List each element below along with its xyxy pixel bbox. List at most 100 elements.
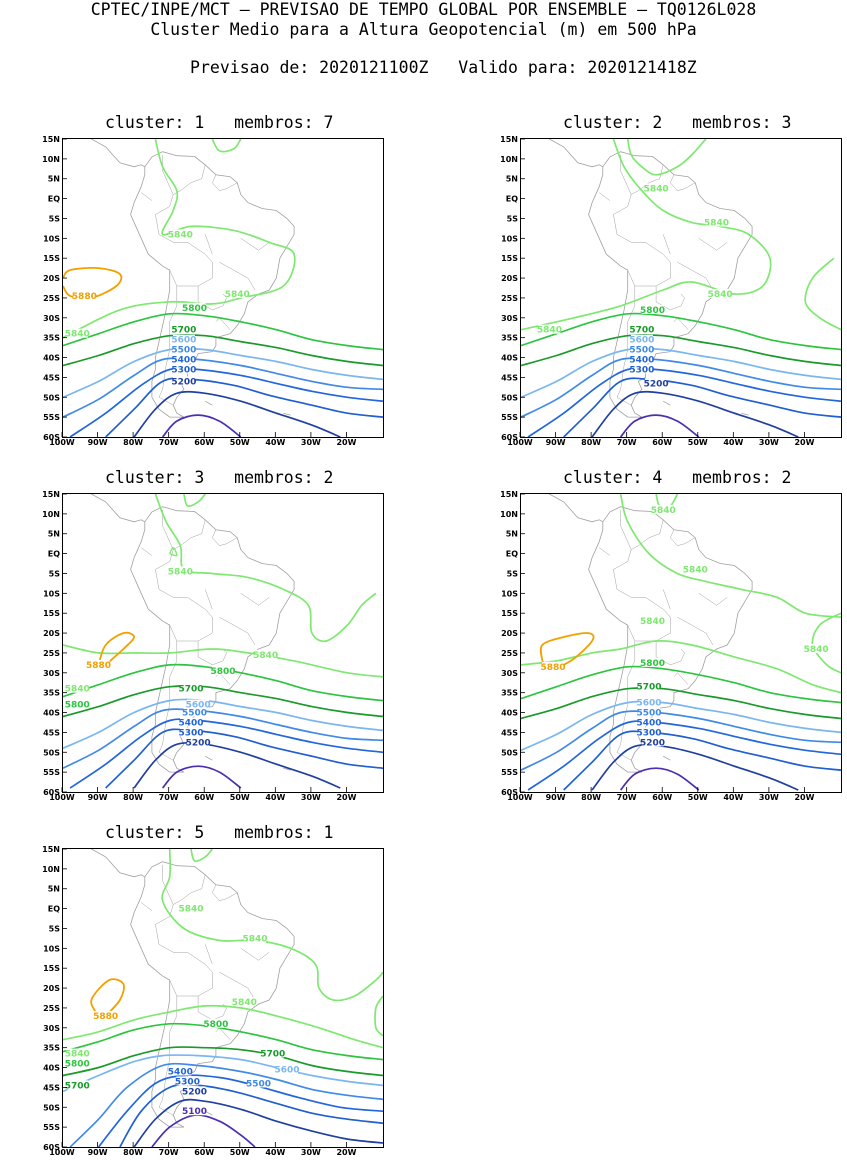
contour-5700: [521, 686, 841, 720]
contour-label: 5200: [644, 379, 669, 389]
lat-tick-label: 15N: [42, 135, 60, 144]
lat-tick-label: EQ: [48, 905, 60, 914]
lon-tick-label: 20W: [794, 438, 814, 447]
lat-tick-label: 40S: [501, 354, 518, 363]
contour-label: 5500: [629, 346, 654, 356]
contour-label: 5880: [540, 663, 565, 673]
lat-tick-label: 55S: [501, 768, 518, 777]
lon-tick-label: 30W: [301, 793, 321, 802]
lat-tick-label: 50S: [43, 393, 60, 402]
contour-label: 5840: [168, 230, 193, 240]
country-border: [197, 996, 227, 1021]
country-border: [677, 616, 714, 646]
country-border: [662, 234, 671, 255]
contour-5200: [133, 1098, 383, 1147]
lon-tick-label: 40W: [265, 438, 285, 447]
contour-label: 5600: [186, 701, 211, 711]
lat-tick-label: 45S: [43, 1083, 60, 1092]
lon-tick-label: 80W: [123, 793, 143, 802]
label-bg: [183, 707, 206, 717]
contour-label: 5500: [246, 1079, 271, 1089]
contour-5840: [63, 644, 383, 678]
lat-tick-label: 50S: [501, 393, 518, 402]
country-border: [162, 864, 174, 905]
country-border: [158, 641, 178, 761]
lon-tick-label: 20W: [794, 793, 814, 802]
lat-tick-label: EQ: [506, 195, 518, 204]
label-bg: [805, 643, 828, 653]
panel-title: cluster: 4 membros: 2: [563, 468, 792, 487]
lon-tick-label: 40W: [265, 1148, 285, 1157]
central-america-coast: [90, 139, 145, 168]
contour-5300: [563, 377, 841, 437]
lat-tick-label: 15S: [43, 609, 60, 618]
contour-5200: [133, 390, 341, 437]
lat-tick-label: 15N: [42, 845, 60, 854]
label-bg: [630, 354, 653, 364]
contour-label: 5200: [182, 1087, 207, 1097]
lat-tick-label: 25S: [501, 294, 518, 303]
lon-tick-label: 50W: [230, 793, 250, 802]
label-bg: [641, 657, 664, 667]
label-bg: [652, 504, 675, 514]
lat-tick-label: 5N: [48, 885, 60, 894]
lon-tick-label: 40W: [265, 793, 285, 802]
contour-label: 5880: [72, 292, 97, 302]
contour-label: 5400: [629, 356, 654, 366]
lat-tick-label: 10S: [501, 589, 518, 598]
country-border: [599, 192, 611, 201]
panel-title: cluster: 1 membros: 7: [105, 113, 334, 132]
lat-tick-label: 35S: [501, 689, 518, 698]
contour-5200: [133, 741, 341, 789]
contour-label: 5840: [242, 934, 267, 944]
contour-label: 5300: [629, 365, 654, 375]
lat-tick-label: EQ: [506, 550, 518, 559]
contour-5700: [63, 1046, 383, 1077]
label-bg: [176, 1076, 199, 1086]
label-bg: [183, 1086, 206, 1096]
lat-tick-label: 10N: [500, 155, 518, 164]
falklands: [663, 400, 671, 406]
contour-label: 5840: [225, 290, 250, 300]
contour-label: 5500: [182, 709, 207, 719]
contour-5840: [63, 1004, 383, 1049]
lat-tick-label: 5N: [48, 175, 60, 184]
lat-tick-label: 35S: [501, 334, 518, 343]
valid-date: Valido para: 2020121418Z: [458, 58, 697, 77]
label-bg: [169, 566, 192, 576]
country-border: [155, 874, 213, 997]
lon-tick-label: 20W: [336, 438, 356, 447]
lon-tick-label: 40W: [723, 438, 743, 447]
contour-label: 5880: [86, 661, 111, 671]
lat-tick-label: 30S: [43, 669, 60, 678]
lat-tick-label: 60S: [43, 788, 60, 797]
map-cluster-5: 5840 5840 5880 5840 5800 5840 5800 5700 5700 5600…: [62, 848, 384, 1148]
lat-tick-label: 30S: [43, 1024, 60, 1033]
falklands: [205, 400, 213, 406]
label-bg: [180, 903, 202, 913]
contour-5840: [169, 546, 178, 557]
label-bg: [247, 1078, 270, 1088]
lat-tick-label: 40S: [43, 1064, 60, 1073]
lon-tick-label: 20W: [336, 793, 356, 802]
header-dates: Previsao de: 2020121100Z Valido para: 20…: [0, 41, 847, 95]
contour-label: 5200: [640, 738, 665, 748]
contour-label: 5840: [683, 565, 708, 575]
contour-5700: [63, 684, 383, 718]
label-bg: [212, 665, 234, 675]
lon-tick-label: 90W: [546, 438, 566, 447]
label-bg: [684, 564, 707, 574]
contour-label: 5400: [168, 1068, 193, 1078]
central-america-coast: [90, 849, 145, 878]
lat-tick-label: 30S: [43, 314, 60, 323]
country-border: [141, 547, 153, 556]
lat-tick-label: 10S: [43, 944, 60, 953]
lon-tick-label: 90W: [88, 438, 108, 447]
lon-tick-label: 80W: [581, 438, 601, 447]
contour-label: 5840: [65, 685, 90, 695]
contour-5800: [521, 665, 841, 704]
country-border: [698, 593, 728, 606]
lat-tick-label: 40S: [43, 709, 60, 718]
lat-tick-label: 60S: [43, 433, 60, 442]
lat-tick-label: 50S: [501, 748, 518, 757]
